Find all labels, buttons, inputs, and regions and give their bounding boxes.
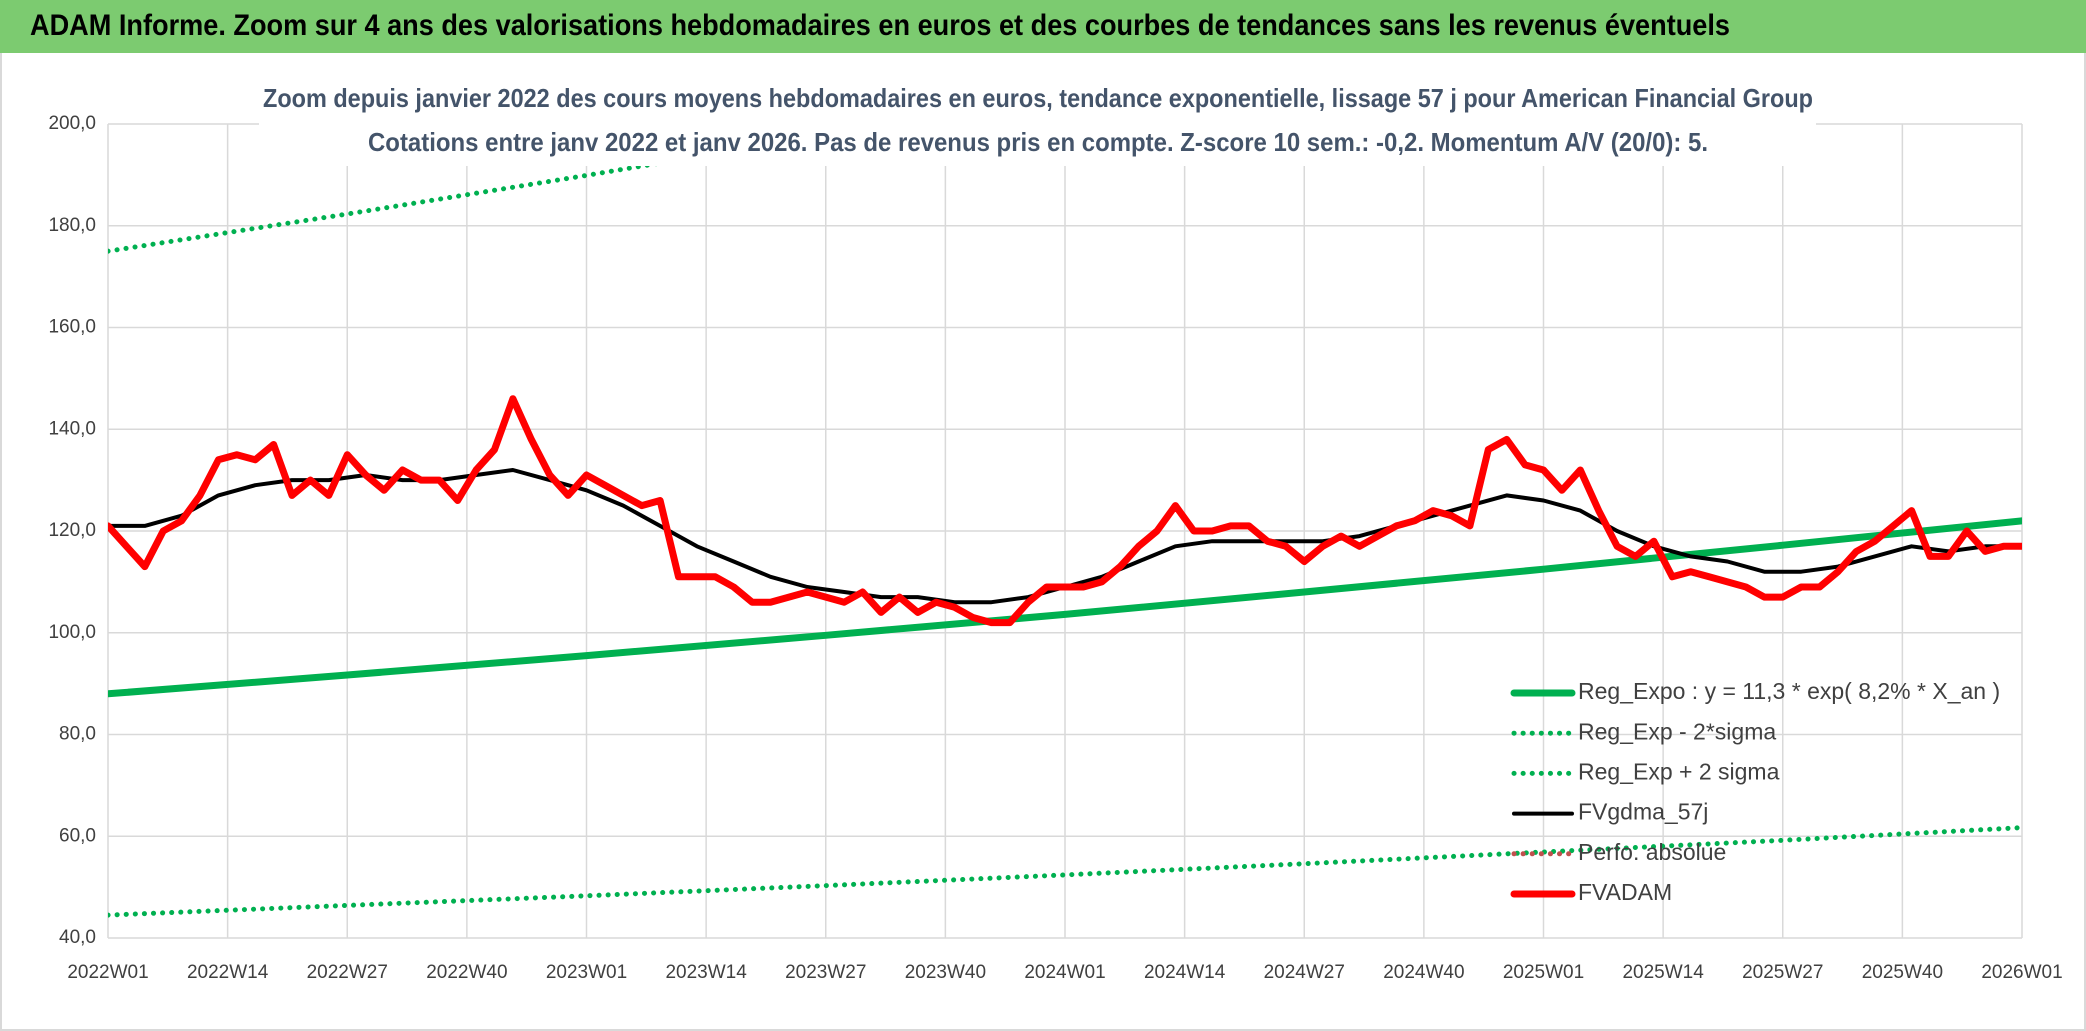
y-tick-label: 180,0 xyxy=(48,215,96,236)
legend-label: Reg_Expo : y = 11,3 * exp( 8,2% * X_an ) xyxy=(1578,678,2000,704)
y-tick-label: 140,0 xyxy=(48,418,96,439)
x-tick-label: 2025W14 xyxy=(1622,962,1704,983)
y-tick-label: 200,0 xyxy=(48,113,96,134)
legend-label: FVADAM xyxy=(1578,879,1672,905)
y-tick-label: 80,0 xyxy=(59,724,96,745)
y-tick-label: 120,0 xyxy=(48,520,96,541)
series-line xyxy=(108,825,2022,918)
x-tick-label: 2023W40 xyxy=(905,962,986,983)
legend-label: Perfo. absolue xyxy=(1578,839,1726,865)
header-band xyxy=(0,0,2086,53)
series-line xyxy=(108,395,2022,627)
y-tick-label: 60,0 xyxy=(59,825,96,846)
legend-label: Reg_Exp - 2*sigma xyxy=(1578,718,1776,744)
x-tick-label: 2025W27 xyxy=(1742,962,1823,983)
legend-label: FVgdma_57j xyxy=(1578,799,1708,825)
legend-label: Reg_Exp + 2 sigma xyxy=(1578,758,1780,784)
x-tick-label: 2022W14 xyxy=(187,962,269,983)
chart-title: Zoom depuis janvier 2022 des cours moyen… xyxy=(263,83,1813,113)
x-tick-label: 2023W14 xyxy=(665,962,747,983)
x-tick-label: 2025W40 xyxy=(1862,962,1943,983)
x-tick-label: 2022W27 xyxy=(307,962,388,983)
x-tick-label: 2024W01 xyxy=(1024,962,1105,983)
x-tick-label: 2026W01 xyxy=(1981,962,2062,983)
chart-subtitle: Cotations entre janv 2022 et janv 2026. … xyxy=(368,127,1708,157)
x-tick-label: 2022W01 xyxy=(67,962,148,983)
title-box xyxy=(259,80,1816,166)
x-tick-label: 2025W01 xyxy=(1503,962,1584,983)
x-tick-label: 2023W27 xyxy=(785,962,866,983)
plot-area xyxy=(108,124,2022,918)
x-tick-label: 2022W40 xyxy=(426,962,507,983)
x-tick-label: 2024W27 xyxy=(1264,962,1345,983)
y-tick-label: 160,0 xyxy=(48,317,96,338)
legend: Reg_Expo : y = 11,3 * exp( 8,2% * X_an )… xyxy=(1510,678,2000,905)
y-tick-label: 100,0 xyxy=(48,622,96,643)
series-line xyxy=(108,517,2022,698)
x-tick-label: 2024W14 xyxy=(1144,962,1226,983)
x-tick-label: 2024W40 xyxy=(1383,962,1464,983)
x-tick-label: 2023W01 xyxy=(546,962,627,983)
header-title: ADAM Informe. Zoom sur 4 ans des valoris… xyxy=(30,9,1730,42)
y-tick-label: 40,0 xyxy=(59,927,96,948)
